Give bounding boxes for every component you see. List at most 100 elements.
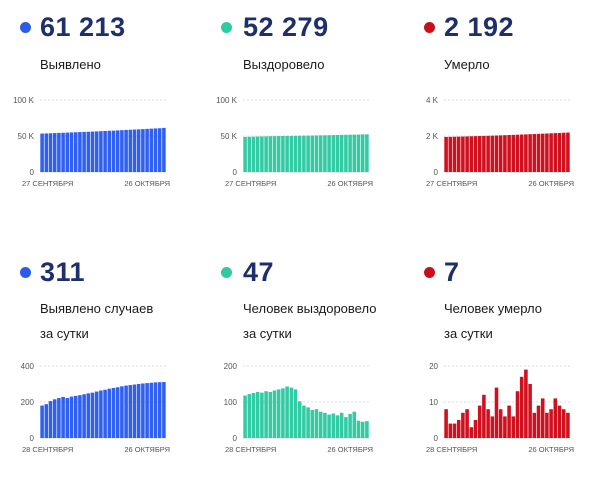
- bar: [65, 398, 70, 438]
- bar: [293, 389, 298, 438]
- y-tick-label: 0: [434, 168, 439, 177]
- bar: [310, 409, 315, 438]
- y-tick-label: 0: [30, 168, 35, 177]
- bar: [494, 135, 499, 172]
- bar: [540, 133, 545, 172]
- y-tick-label: 20: [429, 362, 438, 371]
- bar: [335, 415, 340, 438]
- cases-dot-icon: [20, 22, 31, 33]
- y-tick-label: 2 K: [426, 132, 439, 141]
- bar: [247, 136, 252, 172]
- bar: [524, 134, 528, 172]
- x-start-label: 28 СЕНТЯБРЯ: [225, 445, 276, 454]
- x-start-label: 27 СЕНТЯБРЯ: [22, 179, 73, 188]
- bar: [297, 401, 302, 438]
- bar: [452, 423, 457, 438]
- bar: [162, 382, 166, 438]
- bar: [65, 132, 70, 172]
- y-tick-label: 0: [233, 168, 238, 177]
- bar: [473, 136, 478, 172]
- bar: [553, 398, 558, 438]
- bar: [444, 409, 448, 438]
- bar: [136, 129, 141, 172]
- bar: [272, 390, 277, 438]
- recovered-daily-chart: 0 100 200 28 СЕНТЯБРЯ 26 ОКТЯБРЯ: [224, 362, 373, 454]
- bar: [289, 387, 294, 438]
- bar: [365, 421, 369, 438]
- bar: [120, 386, 124, 438]
- bar: [61, 396, 65, 438]
- bar: [268, 391, 273, 438]
- bar: [461, 412, 465, 438]
- bar: [162, 127, 166, 172]
- bar: [268, 136, 273, 172]
- bar: [545, 133, 549, 172]
- bar: [48, 133, 53, 172]
- bar: [503, 135, 507, 172]
- bar: [251, 136, 256, 172]
- recovered-daily-value: 47: [243, 257, 275, 287]
- bar: [469, 136, 474, 172]
- bar: [331, 135, 336, 172]
- bar: [86, 131, 91, 172]
- bar: [94, 391, 99, 438]
- bar: [82, 131, 86, 172]
- y-tick-label: 0: [30, 434, 35, 443]
- deaths-total-label: Умерло: [444, 57, 490, 72]
- bar: [456, 136, 461, 172]
- bar: [344, 134, 348, 172]
- bar: [360, 134, 365, 172]
- bar: [549, 133, 553, 172]
- bar: [115, 387, 120, 438]
- y-tick-label: 400: [21, 362, 35, 371]
- bar: [107, 388, 112, 438]
- bar: [141, 383, 145, 438]
- bar: [323, 135, 327, 172]
- bar: [360, 421, 365, 438]
- bar: [352, 134, 357, 172]
- bar: [40, 405, 44, 438]
- panel-recovered-total: 52 279 Выздоровело 0 50 K 100 K 27 СЕНТЯБРЯ…: [203, 0, 398, 240]
- bar: [276, 389, 281, 438]
- bar: [149, 128, 154, 172]
- bar: [557, 132, 562, 172]
- recovered-daily-label: Человек выздоровело за сутки: [243, 301, 377, 341]
- bar: [327, 135, 331, 172]
- bar: [132, 384, 137, 438]
- cases-daily-chart: 0 200 400 28 СЕНТЯБРЯ 26 ОКТЯБРЯ: [21, 362, 170, 454]
- bar: [120, 130, 124, 172]
- bar: [465, 409, 469, 438]
- bar: [157, 128, 162, 172]
- bar: [61, 132, 65, 172]
- recovered-dot-icon: [221, 22, 232, 33]
- bar: [511, 134, 516, 172]
- bar: [255, 391, 260, 438]
- cases-daily-dot-icon: [20, 267, 31, 278]
- bar: [153, 382, 158, 438]
- cases-total-label: Выявлено: [40, 57, 101, 72]
- x-end-label: 26 ОКТЯБРЯ: [327, 179, 373, 188]
- bar: [540, 398, 545, 438]
- bar: [281, 136, 285, 172]
- bar: [327, 414, 331, 438]
- bar: [52, 133, 57, 172]
- bar: [243, 136, 247, 172]
- bar: [90, 392, 95, 438]
- bar: [82, 394, 86, 438]
- bar: [103, 389, 107, 438]
- bar: [511, 416, 516, 438]
- recovered-total-chart: 0 50 K 100 K 27 СЕНТЯБРЯ 26 ОКТЯБРЯ: [216, 96, 373, 188]
- bar: [503, 416, 507, 438]
- bar: [260, 392, 264, 438]
- x-end-label: 26 ОКТЯБРЯ: [528, 179, 574, 188]
- bar: [111, 387, 116, 438]
- panel-recovered-daily: 47 Человек выздоровело за сутки 0 100 200 2…: [203, 250, 398, 490]
- deaths-daily-value: 7: [444, 257, 460, 287]
- bar: [339, 134, 344, 172]
- y-tick-label: 10: [429, 398, 438, 407]
- bar: [335, 134, 340, 172]
- y-tick-label: 50 K: [18, 132, 35, 141]
- bar: [145, 383, 149, 438]
- x-start-label: 27 СЕНТЯБРЯ: [426, 179, 477, 188]
- cases-daily-label: Выявлено случаев за сутки: [40, 301, 154, 341]
